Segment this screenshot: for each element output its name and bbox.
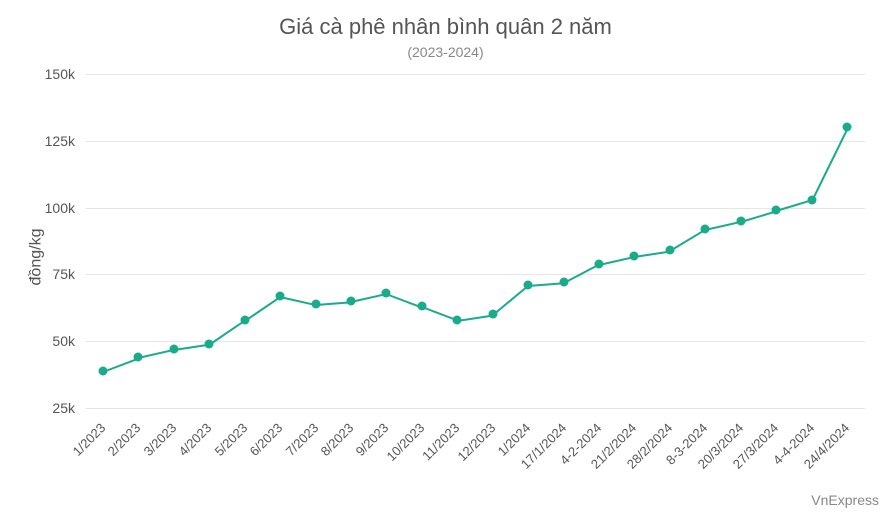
gridline — [85, 408, 865, 409]
y-tick-label: 125k — [25, 133, 75, 149]
x-tick-label: 8/2023 — [318, 420, 357, 459]
x-tick-label: 4/2023 — [176, 420, 215, 459]
data-point — [772, 206, 781, 215]
gridline — [85, 141, 865, 142]
gridline — [85, 74, 865, 75]
y-tick-label: 75k — [25, 266, 75, 282]
y-tick-label: 100k — [25, 200, 75, 216]
data-point — [736, 216, 745, 225]
x-tick-label: 5/2023 — [211, 420, 250, 459]
data-point — [453, 315, 462, 324]
line-segment — [244, 296, 281, 322]
plot-area — [85, 74, 865, 408]
data-point — [488, 310, 497, 319]
data-point — [630, 251, 639, 260]
coffee-price-chart: Giá cà phê nhân bình quân 2 năm (2023-20… — [0, 0, 891, 514]
y-tick-label: 50k — [25, 333, 75, 349]
line-segment — [492, 285, 529, 316]
y-tick-label: 25k — [25, 400, 75, 416]
x-tick-label: 12/2023 — [454, 420, 498, 464]
data-point — [417, 302, 426, 311]
chart-subtitle: (2023-2024) — [0, 44, 891, 60]
line-segment — [776, 200, 812, 213]
data-point — [701, 224, 710, 233]
data-point — [595, 259, 604, 268]
x-tick-label: 7/2023 — [282, 420, 321, 459]
data-point — [99, 366, 108, 375]
data-point — [276, 291, 285, 300]
data-point — [807, 195, 816, 204]
data-point — [382, 289, 391, 298]
data-point — [240, 315, 249, 324]
data-point — [524, 281, 533, 290]
x-tick-label: 10/2023 — [383, 420, 427, 464]
x-tick-label: 1/2023 — [70, 420, 109, 459]
data-point — [311, 299, 320, 308]
x-tick-label: 2/2023 — [105, 420, 144, 459]
data-point — [347, 297, 356, 306]
x-tick-label: 3/2023 — [140, 420, 179, 459]
gridline — [85, 208, 865, 209]
x-tick-label: 6/2023 — [247, 420, 286, 459]
chart-title: Giá cà phê nhân bình quân 2 năm — [0, 14, 891, 40]
line-segment — [103, 357, 139, 372]
data-point — [169, 345, 178, 354]
data-point — [843, 123, 852, 132]
gridline — [85, 274, 865, 275]
data-point — [559, 278, 568, 287]
line-segment — [811, 128, 848, 201]
x-tick-label: 11/2023 — [419, 420, 462, 463]
chart-credit: VnExpress — [811, 492, 879, 508]
gridline — [85, 341, 865, 342]
data-point — [665, 246, 674, 255]
data-point — [134, 353, 143, 362]
y-tick-label: 150k — [25, 66, 75, 82]
data-point — [205, 339, 214, 348]
line-segment — [740, 210, 776, 223]
line-segment — [669, 229, 705, 252]
